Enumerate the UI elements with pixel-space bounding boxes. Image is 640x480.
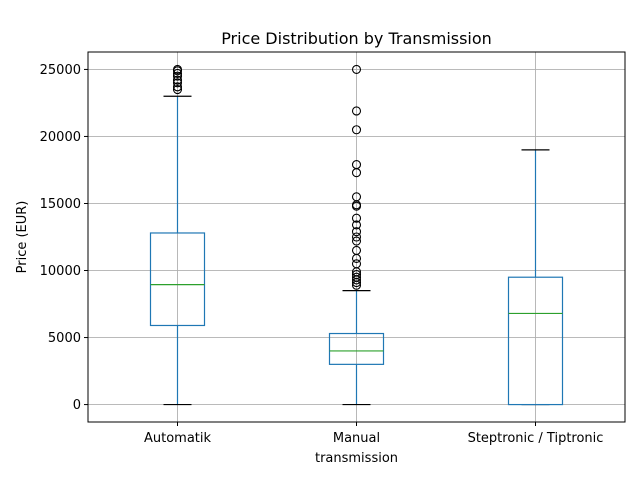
chart-title: Price Distribution by Transmission — [221, 29, 492, 48]
box-group — [149, 64, 206, 406]
outlier-point — [351, 213, 362, 223]
outlier-point — [172, 75, 183, 85]
outlier-point — [351, 64, 362, 74]
outlier-point — [172, 68, 183, 78]
x-axis-title: transmission — [315, 451, 398, 466]
outlier-point — [351, 272, 362, 282]
outlier-point — [351, 106, 362, 116]
outlier-point — [351, 232, 362, 242]
iqr-box — [149, 232, 206, 327]
outlier-point — [351, 227, 362, 237]
iqr-box — [507, 276, 564, 406]
outlier-point — [172, 71, 183, 81]
outlier-point — [351, 245, 362, 255]
x-tick-label: Automatik — [144, 431, 212, 446]
axes: 0 5000 10000 15000 20000 25000 Automatik Manual… — [40, 63, 604, 446]
outlier-point — [351, 269, 362, 280]
outlier-point — [172, 78, 183, 88]
y-tick-label: 15000 — [40, 197, 81, 212]
box-plot-marks — [149, 64, 564, 406]
iqr-box — [328, 332, 385, 365]
outlier-point — [351, 236, 362, 246]
outlier-point — [172, 84, 183, 95]
y-tick-label: 20000 — [40, 130, 81, 145]
y-tick-label: 0 — [73, 398, 81, 413]
box-group — [507, 149, 564, 406]
y-tick-label: 25000 — [40, 63, 81, 78]
outlier-point — [351, 259, 362, 269]
box-group — [328, 64, 385, 406]
outlier-point — [351, 192, 362, 202]
x-tick-label: Steptronic / Tiptronic — [468, 431, 604, 446]
y-axis-title: Price (EUR) — [15, 201, 30, 274]
outlier-point — [351, 220, 362, 230]
y-tick-label: 10000 — [40, 264, 81, 279]
outlier-point — [351, 125, 362, 135]
outlier-point — [351, 160, 362, 170]
x-tick-label: Manual — [333, 431, 380, 446]
outlier-point — [172, 64, 183, 74]
y-tick-label: 5000 — [48, 331, 81, 346]
outlier-point — [172, 82, 183, 92]
